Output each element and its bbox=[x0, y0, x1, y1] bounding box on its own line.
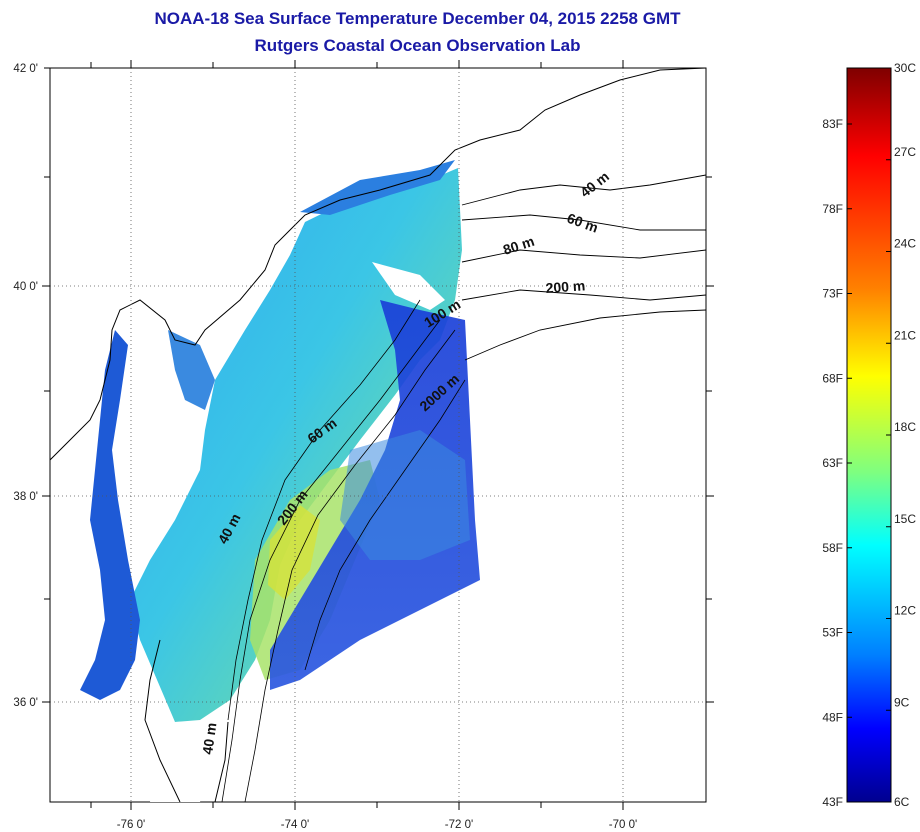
nodata-gap bbox=[372, 262, 445, 310]
coastline bbox=[50, 68, 706, 461]
lat-tick-label: 42 0' bbox=[13, 63, 38, 75]
colorbar-fahrenheit-label: 78F bbox=[822, 202, 843, 216]
sst-warm-spot bbox=[268, 505, 320, 600]
colorbar-fahrenheit-label: 68F bbox=[822, 371, 843, 385]
colorbar-celsius-label: 30C bbox=[894, 61, 916, 75]
map-gridlines bbox=[50, 68, 706, 802]
colorbar-celsius-label: 21C bbox=[894, 328, 916, 342]
colorbar-fahrenheit-label: 53F bbox=[822, 626, 843, 640]
nodata-gap-streak bbox=[300, 650, 415, 700]
colorbar-celsius-label: 12C bbox=[894, 604, 916, 618]
colorbar-fahrenheit-label: 73F bbox=[822, 287, 843, 301]
contour-label: 40 m bbox=[199, 722, 219, 756]
map-title: NOAA-18 Sea Surface Temperature December… bbox=[154, 9, 681, 28]
colorbar-celsius-label: 15C bbox=[894, 512, 916, 526]
colorbar-gradient bbox=[846, 67, 892, 803]
isobath bbox=[221, 319, 441, 802]
colorbar-celsius-label: 27C bbox=[894, 145, 916, 159]
frame-ticks bbox=[42, 60, 714, 810]
lat-tick-label: 40 0' bbox=[13, 281, 38, 293]
long-island-sound bbox=[300, 160, 455, 215]
isobath bbox=[227, 299, 421, 721]
colorbar-fahrenheit-label: 63F bbox=[822, 456, 843, 470]
sst-offshore-mixed bbox=[340, 430, 470, 560]
colorbar-fahrenheit-label: 43F bbox=[822, 795, 843, 809]
isobath bbox=[464, 309, 706, 361]
isobath bbox=[244, 329, 456, 802]
colorbar-fahrenheit-label: 58F bbox=[822, 541, 843, 555]
lon-tick-label: -74 0' bbox=[281, 819, 309, 831]
delaware-bay bbox=[168, 330, 215, 410]
colorbar-celsius-label: 9C bbox=[894, 695, 910, 709]
isobath bbox=[461, 249, 706, 263]
isobath bbox=[461, 174, 706, 206]
sst-swath-shelf bbox=[130, 168, 462, 722]
colorbar-celsius-label: 24C bbox=[894, 237, 916, 251]
map-subtitle: Rutgers Coastal Ocean Observation Lab bbox=[254, 36, 581, 55]
isobath bbox=[304, 379, 466, 671]
contour-label: 200 m bbox=[545, 277, 586, 296]
coastline-south bbox=[144, 639, 181, 802]
colorbar-celsius-label: 18C bbox=[894, 420, 916, 434]
colorbar-celsius-label: 6C bbox=[894, 795, 910, 809]
lat-tick-label: 36 0' bbox=[13, 697, 38, 709]
lon-tick-label: -70 0' bbox=[609, 819, 637, 831]
chesapeake-bay bbox=[80, 330, 140, 700]
isobath bbox=[461, 289, 706, 301]
lat-tick-label: 38 0' bbox=[13, 491, 38, 503]
colorbar-ticks: 30C 27C 24C 21C 18C 15C 12C 9C 6C 83F 78F 73F 68F 63F… bbox=[822, 61, 916, 809]
colorbar-fahrenheit-label: 48F bbox=[822, 710, 843, 724]
coastline-cape bbox=[214, 721, 229, 802]
isobath bbox=[461, 214, 706, 231]
lon-tick-label: -72 0' bbox=[445, 819, 473, 831]
lon-tick-label: -76 0' bbox=[117, 819, 145, 831]
colorbar-fahrenheit-label: 83F bbox=[822, 117, 843, 131]
